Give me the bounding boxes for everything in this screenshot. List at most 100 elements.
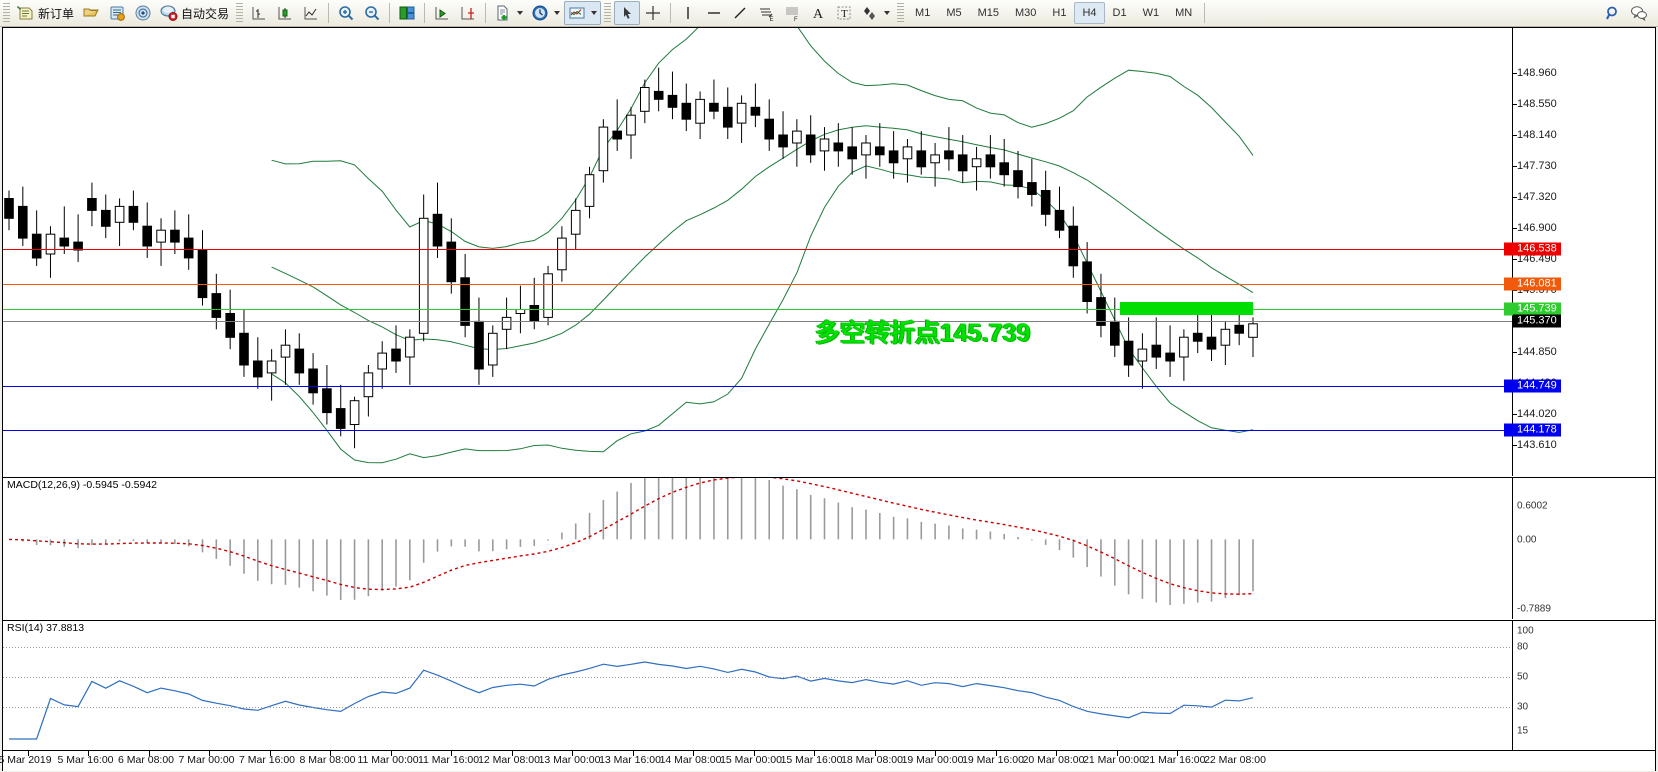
last-price-line (3, 321, 1513, 322)
time-axis-label: 21 Mar 16:00 (1143, 754, 1206, 766)
indicators-button[interactable] (564, 1, 602, 25)
tile-windows-button[interactable] (394, 1, 420, 25)
price-axis[interactable]: 148.960 148.550 148.140 147.730 147.320 … (1504, 28, 1655, 476)
new-order-button[interactable]: 新订单 (13, 1, 78, 25)
toolbar-separator-6 (1204, 3, 1206, 23)
tf-mn[interactable]: MN (1175, 7, 1193, 19)
objects-caret-icon[interactable] (884, 11, 891, 15)
time-axis-tick (1056, 751, 1057, 756)
auto-scroll-button[interactable] (455, 1, 481, 25)
bar-chart-button[interactable] (246, 1, 272, 25)
macd-axis: 0.6002 0.00 -0.7889 (1512, 478, 1655, 619)
tf-d1[interactable]: D1 (1112, 7, 1127, 19)
time-axis-tick (209, 751, 210, 756)
chat-button[interactable] (1626, 1, 1652, 25)
channel-icon: F (783, 4, 801, 22)
price-tick: 147.730 (1517, 160, 1557, 172)
new-order-icon (17, 4, 35, 22)
time-axis-tick (330, 751, 331, 756)
macd-pane[interactable]: MACD(12,26,9) -0.5945 -0.5942 0.6002 0.0… (3, 477, 1655, 619)
period-button[interactable] (527, 1, 564, 25)
tf-m30[interactable]: M30 (1015, 7, 1037, 19)
toolbar-grip-3[interactable] (604, 3, 612, 23)
toolbar-grip-4[interactable] (897, 3, 905, 23)
macd-plot (8, 478, 1254, 605)
time-axis-tick (632, 751, 634, 756)
line-chart-button[interactable] (298, 1, 324, 25)
hline-button[interactable] (701, 1, 727, 25)
pivot-annotation: 多空转折点145.739 (815, 319, 1031, 347)
support-1-line (3, 386, 1513, 387)
template-button[interactable] (490, 1, 527, 25)
time-axis-label: 12 Mar 08:00 (478, 754, 540, 766)
zoom-in-button[interactable] (333, 1, 359, 25)
time-axis-tick (753, 751, 755, 756)
time-axis-label: 22 Mar 08:00 (1204, 754, 1266, 766)
time-axis-label: 6 Mar 08:00 (117, 754, 175, 766)
time-axis-tick (874, 751, 876, 756)
indicators-icon (568, 4, 586, 22)
tf-h4[interactable]: H4 (1074, 2, 1105, 24)
objects-icon (861, 4, 879, 22)
fibonacci-button[interactable]: E (753, 1, 779, 25)
objects-button[interactable] (857, 1, 894, 25)
toolbar-grip-2[interactable] (236, 3, 244, 23)
period-caret-icon[interactable] (554, 11, 561, 15)
publish-icon (108, 4, 126, 22)
price-label-support-2[interactable]: 144.178 (1504, 423, 1561, 437)
tf-w1[interactable]: W1 (1142, 7, 1160, 19)
folder-button[interactable] (78, 1, 104, 25)
chart-window[interactable]: GBPJPY-,H4 145.085 145.427 144.873 145.3… (0, 27, 1656, 771)
time-axis-label: 15 Mar 00:00 (720, 754, 782, 766)
vline-icon (679, 4, 697, 22)
tf-m1[interactable]: M1 (915, 7, 931, 19)
candlestick-chart-button[interactable] (272, 1, 298, 25)
tf-h1[interactable]: H1 (1052, 7, 1067, 19)
rsi-label: RSI(14) 37.8813 (7, 622, 85, 634)
tf-m15[interactable]: M15 (977, 7, 999, 19)
shift-end-button[interactable] (429, 1, 455, 25)
price-tick: 144.850 (1517, 346, 1557, 358)
tile-windows-icon (398, 4, 416, 22)
text-button[interactable]: A (805, 1, 831, 25)
vline-button[interactable] (675, 1, 701, 25)
toolbar-separator-5 (670, 3, 672, 23)
autotrading-icon (160, 4, 178, 22)
support-2-line (3, 430, 1513, 431)
zoom-out-button[interactable] (359, 1, 385, 25)
zoom-out-icon (363, 4, 381, 22)
shift-end-icon (433, 4, 451, 22)
toolbar-grip[interactable] (3, 3, 10, 23)
price-label-support-1[interactable]: 144.749 (1504, 379, 1561, 393)
price-tick: 147.320 (1517, 191, 1557, 203)
price-pane[interactable]: 多空转折点145.739 148.960 148.550 148.140 147… (3, 28, 1655, 476)
search-button[interactable] (1600, 1, 1626, 25)
broadcast-button[interactable] (130, 1, 156, 25)
time-axis-tick (1116, 751, 1118, 756)
time-axis-tick (451, 751, 452, 756)
channel-button[interactable]: F (779, 1, 805, 25)
price-tick: 148.550 (1517, 98, 1557, 110)
indicators-caret-icon[interactable] (591, 11, 598, 15)
svg-text:E: E (770, 17, 774, 22)
pivot-zone-rectangle (1120, 302, 1253, 315)
cursor-button[interactable] (614, 1, 641, 25)
autotrading-button[interactable]: 自动交易 (156, 1, 233, 25)
publish-button[interactable] (104, 1, 130, 25)
crosshair-button[interactable] (640, 1, 666, 25)
resistance-1-line (3, 249, 1513, 250)
trendline-button[interactable] (727, 1, 753, 25)
price-tick: 144.020 (1517, 408, 1557, 420)
rsi-pane[interactable]: RSI(14) 37.8813 100 80 50 30 15 (3, 620, 1655, 750)
time-axis[interactable]: 5 Mar 2019 5 Mar 16:00 6 Mar 08:00 7 Mar 00… (0, 750, 1655, 771)
time-axis-label: 13 Mar 16:00 (599, 754, 661, 766)
textlabel-button[interactable]: T (831, 1, 857, 25)
price-label-resistance-2[interactable]: 146.081 (1504, 277, 1561, 291)
template-caret-icon[interactable] (517, 11, 524, 15)
price-label-resistance-1[interactable]: 146.538 (1504, 242, 1561, 256)
textlabel-icon: T (835, 4, 853, 22)
tf-m5[interactable]: M5 (946, 7, 962, 19)
price-label-pivot[interactable]: 145.739 (1504, 302, 1561, 316)
time-axis-tick (995, 751, 997, 756)
